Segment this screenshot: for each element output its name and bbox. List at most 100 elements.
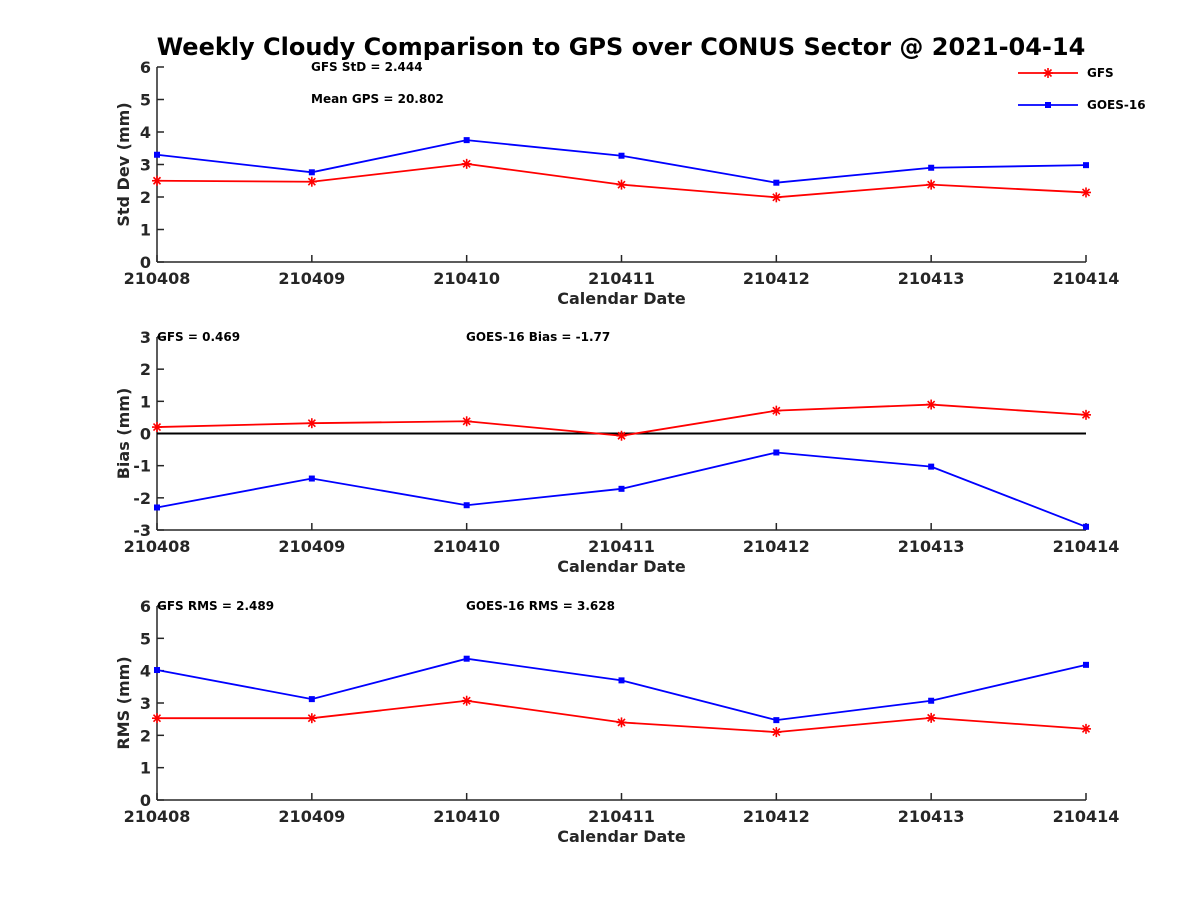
data-point: [926, 712, 937, 723]
data-point: [771, 727, 782, 738]
y-tick-label: 4: [140, 123, 151, 142]
data-point: [152, 422, 162, 433]
data-point: [926, 179, 937, 190]
y-tick-label: 6: [140, 597, 151, 616]
data-point: [616, 717, 627, 728]
y-tick-label: 0: [140, 425, 151, 444]
data-point: [154, 151, 160, 158]
series-gfs: [152, 158, 1091, 203]
y-tick-label: 0: [140, 253, 151, 272]
data-point: [154, 667, 160, 674]
data-point: [773, 449, 780, 456]
data-point: [463, 137, 470, 144]
annotation: GFS = 0.469: [157, 330, 240, 344]
x-axis-label: Calendar Date: [557, 289, 686, 308]
y-tick-label: 3: [140, 156, 151, 175]
panel-1: 0 1 2 3 4 5 6 210408 210409 210410 210411 210412 210…: [114, 58, 1119, 308]
data-point: [461, 695, 472, 706]
y-tick-label: 2: [140, 726, 151, 745]
data-point: [152, 175, 162, 186]
y-tick-label: 1: [140, 392, 151, 411]
y-tick-label: 3: [140, 694, 151, 713]
series-goes-16: [154, 449, 1089, 530]
x-axis-label: Calendar Date: [557, 557, 686, 576]
data-point: [618, 485, 625, 492]
y-tick-label: 2: [140, 188, 151, 207]
data-point: [306, 418, 317, 429]
legend-entry-goes-16: GOES-16: [1018, 98, 1146, 112]
x-tick-label: 210412: [743, 807, 810, 826]
data-point: [928, 697, 935, 704]
y-axis-label: RMS (mm): [114, 656, 133, 749]
y-tick-label: 6: [140, 58, 151, 77]
legend-label: GFS: [1087, 66, 1114, 80]
data-point: [463, 502, 470, 509]
panel-3: 0 1 2 3 4 5 6 210408 210409 210410 210411 210412 210…: [114, 597, 1119, 846]
series-goes-16: [154, 655, 1089, 724]
y-tick-label: -1: [133, 457, 151, 476]
data-point: [618, 152, 625, 159]
data-point: [616, 430, 627, 441]
data-point: [1083, 162, 1089, 169]
legend: GFS GOES-16: [1018, 66, 1146, 112]
chart-title: Weekly Cloudy Comparison to GPS over CON…: [157, 33, 1086, 61]
y-tick-label: 5: [140, 91, 151, 110]
data-point: [773, 179, 780, 186]
y-tick-label: 5: [140, 629, 151, 648]
annotation: GFS RMS = 2.489: [157, 599, 274, 613]
series-line: [156, 657, 1087, 722]
data-point: [308, 475, 315, 482]
data-point: [616, 179, 627, 190]
legend-marker: [1043, 68, 1053, 78]
x-tick-label: 210408: [124, 807, 191, 826]
x-tick-label: 210409: [278, 269, 345, 288]
annotation: GOES-16 RMS = 3.628: [466, 599, 615, 613]
x-tick-label: 210410: [433, 537, 500, 556]
data-point: [618, 677, 625, 684]
legend-entry-gfs: GFS: [1018, 66, 1114, 80]
data-point: [154, 504, 160, 511]
data-point: [928, 164, 935, 171]
x-axis-label: Calendar Date: [557, 827, 686, 846]
annotation: GFS StD = 2.444: [311, 60, 423, 74]
data-point: [308, 169, 315, 176]
data-point: [152, 713, 162, 724]
legend-marker: [1045, 102, 1051, 108]
x-tick-label: 210408: [124, 269, 191, 288]
data-point: [1081, 187, 1091, 198]
x-tick-label: 210413: [898, 807, 965, 826]
x-tick-label: 210409: [278, 537, 345, 556]
series-gfs: [152, 695, 1091, 738]
data-point: [1081, 723, 1091, 734]
x-tick-label: 210412: [743, 537, 810, 556]
legend-label: GOES-16: [1087, 98, 1146, 112]
y-tick-label: 0: [140, 791, 151, 810]
data-point: [306, 176, 317, 187]
series-gfs: [152, 399, 1091, 441]
data-point: [308, 696, 315, 703]
data-point: [928, 463, 935, 470]
annotation: GOES-16 Bias = -1.77: [466, 330, 610, 344]
data-point: [463, 655, 470, 662]
data-point: [771, 192, 782, 203]
x-tick-label: 210412: [743, 269, 810, 288]
data-point: [461, 416, 472, 427]
data-point: [926, 399, 937, 410]
y-axis-label: Bias (mm): [114, 388, 133, 480]
x-tick-label: 210413: [898, 269, 965, 288]
x-tick-label: 210409: [278, 807, 345, 826]
data-point: [771, 405, 782, 416]
x-tick-label: 210414: [1053, 269, 1120, 288]
panels: 0 1 2 3 4 5 6 210408 210409 210410 210411 210412 210…: [114, 58, 1119, 846]
x-tick-label: 210411: [588, 537, 655, 556]
y-axis-label: Std Dev (mm): [114, 102, 133, 226]
data-point: [773, 717, 780, 724]
x-tick-label: 210410: [433, 269, 500, 288]
data-point: [306, 713, 317, 724]
y-tick-label: 2: [140, 360, 151, 379]
x-tick-label: 210413: [898, 537, 965, 556]
y-tick-label: 3: [140, 328, 151, 347]
x-tick-label: 210408: [124, 537, 191, 556]
